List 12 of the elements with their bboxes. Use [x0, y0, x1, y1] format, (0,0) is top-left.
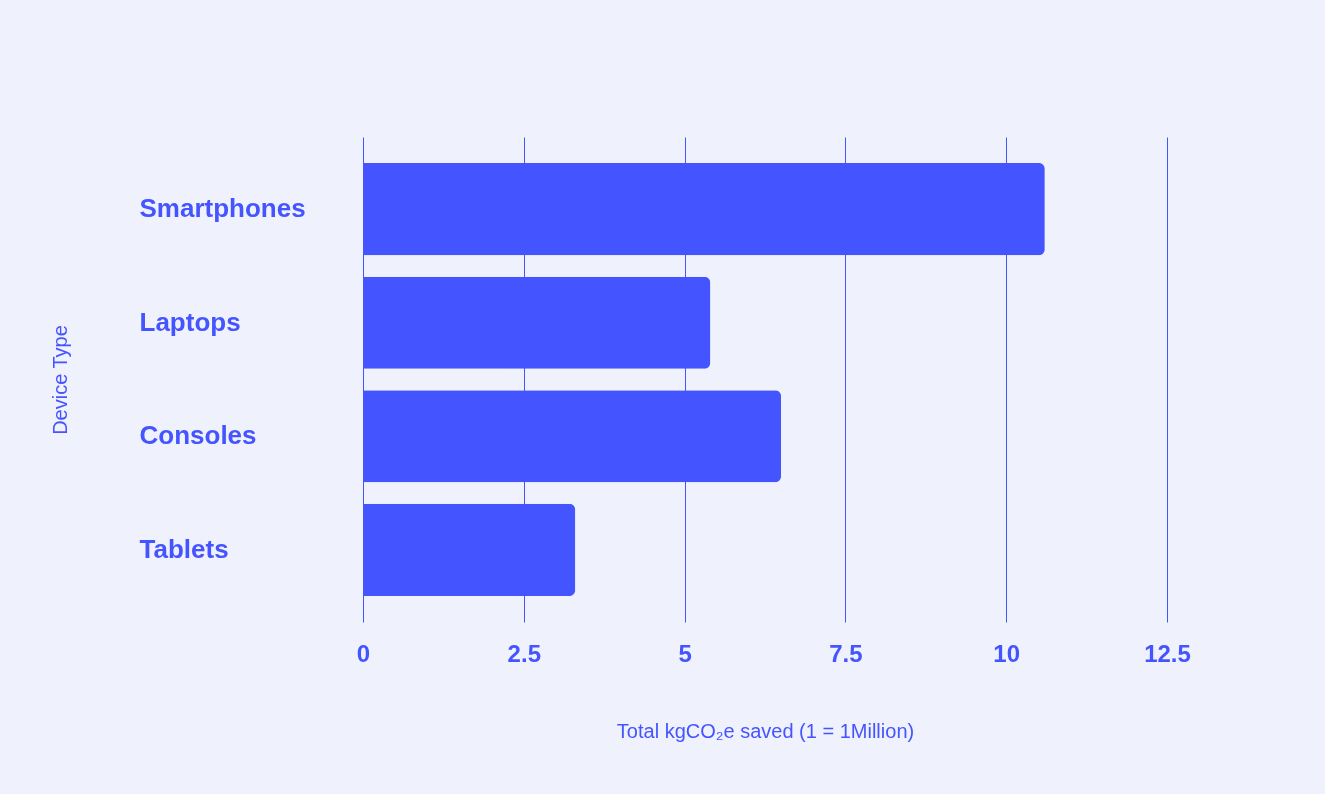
x-tick-label: 2.5	[507, 639, 541, 667]
y-tick-label: Laptops	[139, 306, 241, 337]
x-tick-label: 5	[678, 639, 692, 667]
x-tick-label: 0	[356, 639, 371, 667]
y-tick-label: Tablets	[139, 533, 229, 564]
y-axis-title: Device Type	[48, 325, 71, 435]
x-tick-label: 12.5	[1144, 639, 1191, 667]
x-tick-label: 7.5	[829, 639, 863, 667]
y-tick-label: Smartphones	[139, 193, 306, 224]
y-tick-label: Consoles	[139, 420, 257, 451]
x-axis-title: Total kgCO₂e saved (1 = 1Million)	[616, 719, 915, 742]
x-tick-label: 10	[993, 639, 1021, 667]
